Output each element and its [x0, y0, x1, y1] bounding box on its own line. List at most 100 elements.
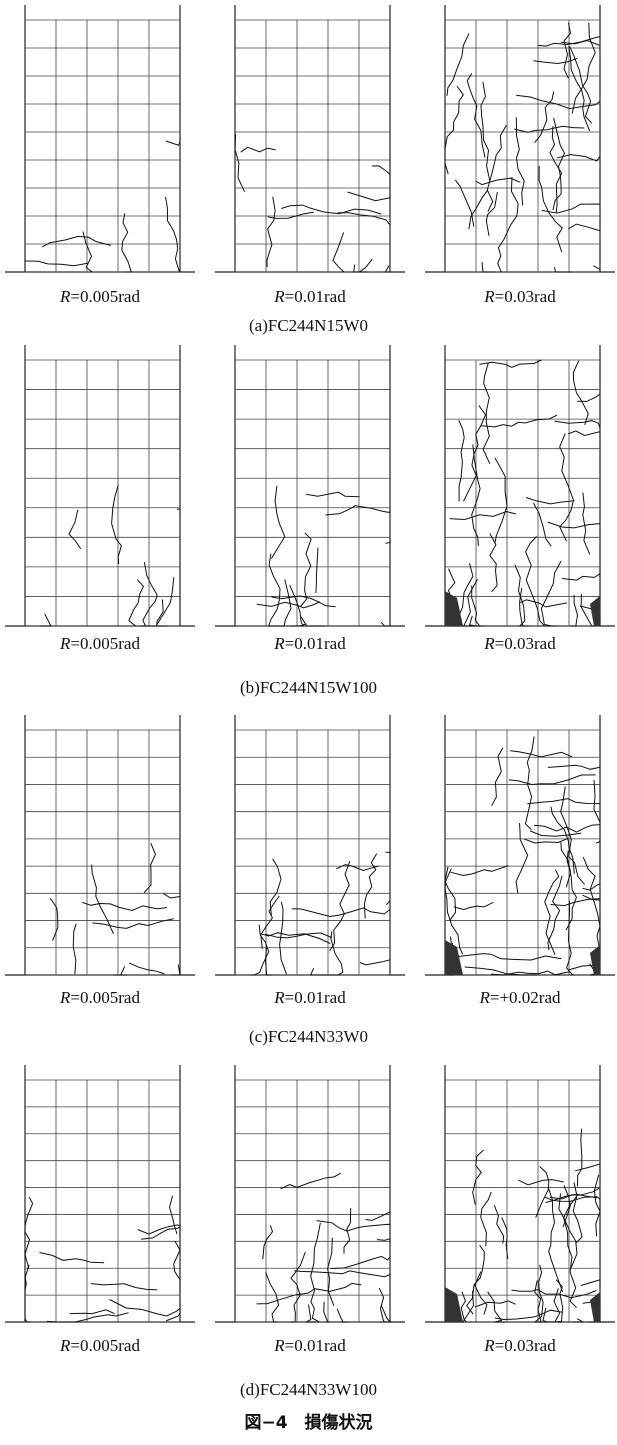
crack [171, 965, 180, 976]
crack [306, 492, 360, 496]
crack [263, 1225, 273, 1259]
crack [385, 852, 390, 862]
crack [112, 485, 122, 564]
crack [144, 843, 155, 893]
panel-label: R=0.03rad [420, 634, 617, 654]
crack [281, 1173, 341, 1189]
crack [464, 406, 486, 502]
crack [545, 870, 559, 955]
crack [455, 180, 473, 227]
crack [347, 192, 390, 201]
crack [73, 924, 76, 975]
crack [575, 1163, 600, 1171]
crack [269, 554, 280, 626]
crack [445, 869, 463, 955]
crack [548, 1187, 563, 1292]
crack [142, 577, 174, 626]
crack [542, 201, 600, 213]
crack [596, 841, 600, 849]
crack [573, 361, 588, 425]
crack [25, 1197, 33, 1269]
crack [385, 266, 390, 272]
crack [490, 534, 497, 592]
crack [139, 562, 158, 626]
crack [543, 1308, 556, 1322]
crack [291, 1252, 306, 1322]
crack [331, 1255, 390, 1268]
crack [568, 431, 600, 438]
crack [311, 968, 338, 975]
crack [481, 415, 557, 427]
crack [518, 1180, 563, 1185]
crack [526, 498, 574, 504]
spalling [445, 1287, 463, 1322]
crack [445, 86, 463, 174]
crack [544, 1288, 559, 1322]
crack [261, 933, 331, 944]
crack [475, 1272, 487, 1315]
crack [47, 1313, 129, 1322]
crack [467, 1245, 485, 1314]
crack [25, 1265, 31, 1322]
crack [556, 1280, 563, 1322]
crack [487, 125, 506, 212]
crack [338, 213, 390, 225]
crack [564, 1196, 577, 1268]
crack [324, 1302, 330, 1322]
crack [568, 224, 600, 234]
panel-label: R=0.01rad [210, 287, 410, 307]
crack [498, 177, 519, 272]
crack [475, 1301, 515, 1307]
crack [325, 506, 390, 515]
panel-label: R=0.01rad [210, 1336, 410, 1356]
crack [495, 1310, 563, 1319]
crack [266, 1272, 279, 1322]
panel-label: R=0.005rad [0, 988, 200, 1008]
row-caption: (d)FC244N33W100 [0, 1380, 617, 1400]
spalling [590, 596, 600, 626]
crack [555, 421, 600, 430]
crack [328, 1238, 334, 1306]
panel-label: R=0.005rad [0, 634, 200, 654]
crack [567, 901, 575, 975]
crack [581, 1279, 600, 1288]
crack [512, 1290, 597, 1298]
crack [301, 533, 311, 606]
crack [495, 458, 507, 544]
crack [365, 1212, 390, 1221]
crack [40, 1253, 105, 1263]
panel-label: R=0.03rad [420, 1336, 617, 1356]
crack [114, 966, 128, 975]
crack [510, 751, 572, 757]
crack [110, 1300, 181, 1317]
crack [281, 205, 381, 214]
crack [560, 434, 574, 541]
crack [69, 510, 81, 549]
crack [470, 616, 484, 626]
crack [583, 493, 590, 555]
crack [548, 765, 600, 769]
row-caption: (c)FC244N33W0 [0, 1027, 617, 1047]
crack [129, 580, 144, 626]
crack [241, 147, 276, 152]
crack [476, 178, 520, 184]
crack [594, 1175, 600, 1236]
crack [292, 908, 390, 917]
spalling [590, 945, 600, 975]
crack [479, 360, 541, 367]
crack [257, 1283, 362, 1304]
crack [454, 902, 493, 909]
crack [583, 895, 600, 907]
crack [138, 1225, 180, 1237]
crack [509, 775, 596, 785]
crack [562, 568, 600, 580]
figure-caption: 図−4 損傷状況 [0, 1412, 617, 1434]
crack [481, 82, 490, 182]
crack [447, 33, 469, 95]
crack [481, 1192, 492, 1246]
crack [573, 1319, 584, 1322]
crack [70, 1310, 115, 1314]
crack [166, 137, 180, 146]
crack [42, 236, 111, 247]
crack [469, 190, 488, 229]
